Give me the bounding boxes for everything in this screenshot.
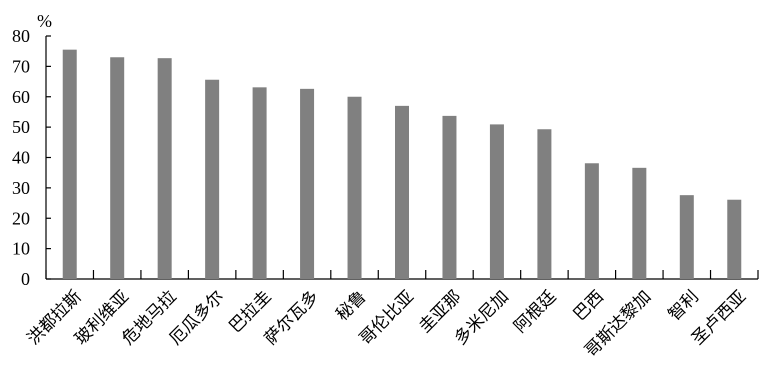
category-labels: 洪都拉斯玻利维亚危地马拉厄瓜多尔巴拉圭萨尔瓦多 秘鲁哥伦比亚圭亚那多米尼加阿根廷巴…	[24, 287, 751, 361]
bar-series	[62, 49, 742, 280]
bar	[395, 105, 409, 279]
y-axis: 0 10 20 30 40 50 60 70 80	[12, 26, 51, 289]
bar	[110, 57, 125, 280]
y-tick-label: 60	[12, 87, 30, 107]
bar	[157, 58, 172, 279]
bar	[300, 88, 315, 279]
x-category-label: 智利	[665, 287, 703, 325]
x-category-label: 阿根廷	[510, 287, 560, 337]
y-tick-label: 20	[12, 208, 30, 228]
bar	[584, 163, 599, 279]
y-axis-unit-label: %	[37, 11, 52, 31]
bar	[347, 96, 362, 279]
x-category-label: 秘鲁	[332, 287, 370, 325]
y-tick-label: 10	[12, 239, 30, 259]
bar	[537, 129, 552, 279]
y-tick-label: 30	[12, 178, 30, 198]
bar	[632, 167, 647, 279]
y-tick-label: 50	[12, 117, 30, 137]
bar	[205, 79, 220, 280]
y-tick-label: 40	[12, 148, 30, 168]
y-tick-label: 80	[12, 26, 30, 46]
bar	[679, 195, 694, 279]
bar	[62, 49, 77, 280]
bar	[727, 199, 742, 279]
y-tick-label: 70	[12, 56, 30, 76]
x-category-label: 巴西	[570, 287, 608, 325]
bar	[442, 115, 457, 279]
bar	[252, 87, 267, 280]
bar	[489, 124, 504, 279]
y-tick-label: 0	[21, 269, 30, 289]
